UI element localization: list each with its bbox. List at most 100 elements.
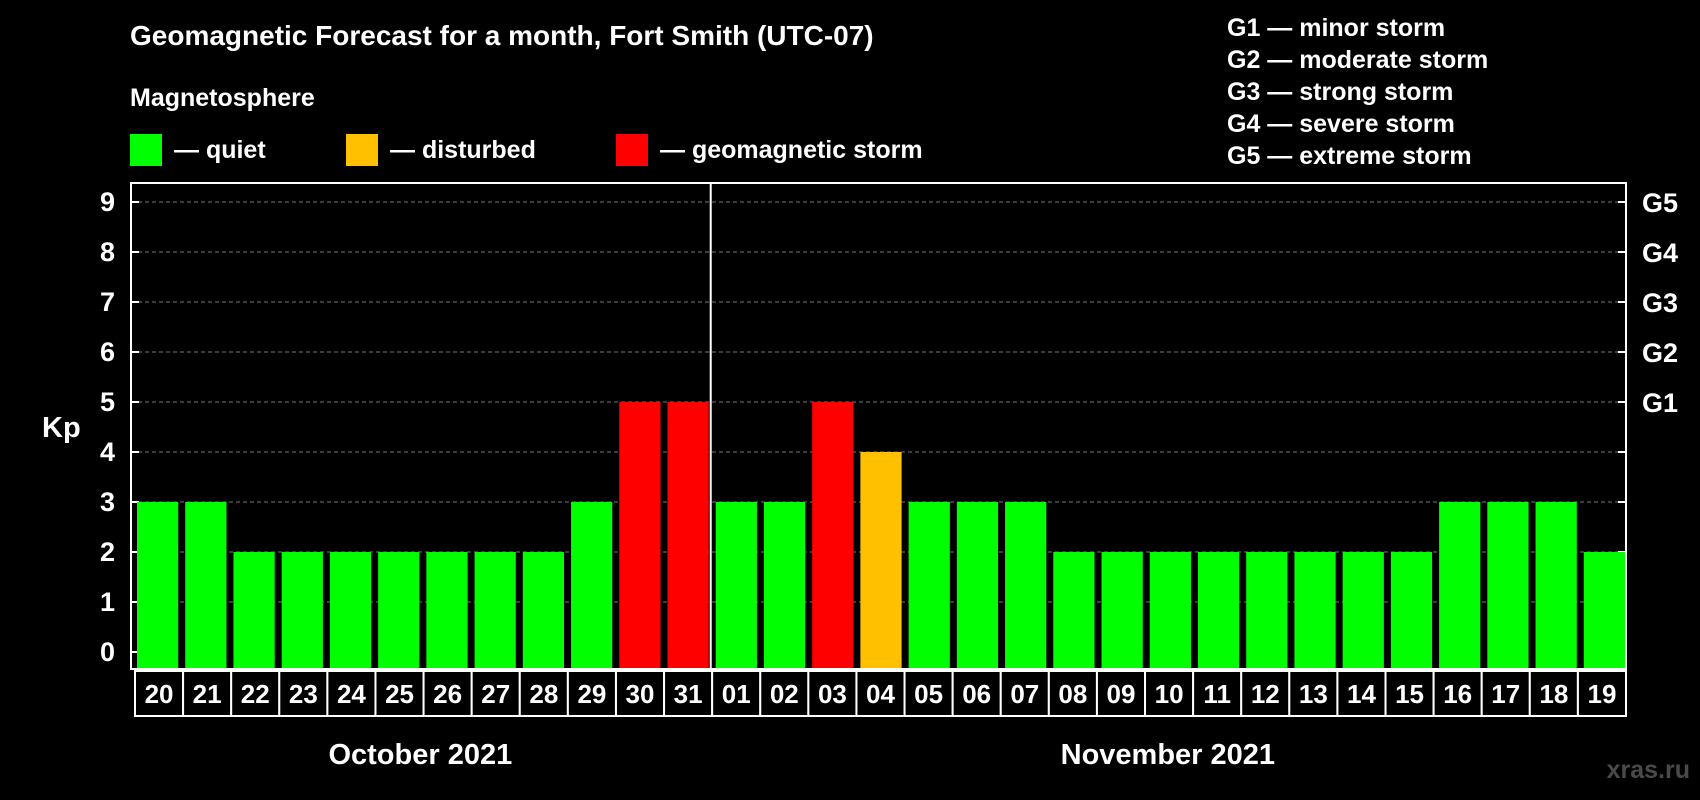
bar-04 [860, 452, 902, 668]
day-label-29: 29 [577, 679, 606, 709]
day-label-08: 08 [1058, 679, 1087, 709]
chart-subtitle: Magnetosphere [130, 84, 315, 112]
bar-18 [1535, 502, 1577, 668]
day-cell-04 [855, 670, 906, 717]
plot-frame [130, 182, 1627, 670]
bar-10 [1149, 552, 1191, 668]
bar-05 [908, 502, 950, 668]
bar-14 [1342, 552, 1384, 668]
day-label-18: 18 [1539, 679, 1568, 709]
month-label: October 2021 [328, 739, 512, 771]
day-cell-11 [1192, 670, 1243, 717]
y-tick-label: 7 [100, 287, 115, 317]
day-cell-10 [1144, 670, 1195, 717]
legend-label-storm: — geomagnetic storm [660, 135, 923, 164]
day-cell-17 [1480, 670, 1531, 717]
day-label-05: 05 [914, 679, 943, 709]
day-label-26: 26 [433, 679, 462, 709]
legend-swatch-quiet [130, 134, 162, 166]
watermark: xras.ru [1606, 756, 1690, 784]
day-label-01: 01 [722, 679, 751, 709]
day-label-31: 31 [674, 679, 703, 709]
day-label-07: 07 [1010, 679, 1039, 709]
day-label-14: 14 [1347, 679, 1376, 709]
day-label-11: 11 [1203, 679, 1231, 709]
bar-30 [619, 402, 661, 668]
day-label-15: 15 [1395, 679, 1424, 709]
legend-disturbed: — disturbed [346, 134, 536, 166]
bar-25 [378, 552, 420, 668]
day-label-13: 13 [1299, 679, 1328, 709]
bar-23 [281, 552, 323, 668]
storm-scale-g2: G2 — moderate storm [1227, 46, 1489, 74]
y-tick-label: 6 [100, 337, 115, 367]
day-label-17: 17 [1491, 679, 1520, 709]
day-label-19: 19 [1587, 679, 1616, 709]
bar-16 [1439, 502, 1481, 668]
y-tick-label: 4 [100, 437, 115, 467]
day-cell-21 [182, 670, 233, 717]
y-tick-label: 3 [100, 487, 115, 517]
bar-29 [571, 502, 613, 668]
y-tick-label: 9 [100, 187, 115, 217]
legend-quiet: — quiet [130, 134, 266, 166]
y-axis-label: Kp [42, 412, 81, 444]
day-label-23: 23 [289, 679, 318, 709]
bar-06 [956, 502, 999, 668]
bar-24 [329, 552, 372, 668]
bar-15 [1390, 552, 1433, 668]
storm-scale-g5: G5 — extreme storm [1227, 142, 1472, 170]
y-tick-label: 0 [100, 637, 115, 667]
right-axis-label-g4: G4 [1642, 238, 1678, 268]
legend-storm: — geomagnetic storm [616, 134, 923, 166]
day-label-06: 06 [962, 679, 991, 709]
y-tick-label: 1 [100, 587, 115, 617]
day-cell-24 [326, 670, 377, 717]
day-label-30: 30 [626, 679, 655, 709]
day-label-24: 24 [337, 679, 366, 709]
day-label-22: 22 [241, 679, 270, 709]
bar-21 [185, 502, 227, 668]
day-label-21: 21 [193, 679, 222, 709]
bar-19 [1583, 552, 1625, 668]
storm-scale-g4: G4 — severe storm [1227, 110, 1455, 138]
bar-08 [1053, 552, 1095, 668]
day-cell-01 [711, 670, 762, 717]
bar-31 [667, 402, 709, 668]
day-label-10: 10 [1155, 679, 1184, 709]
day-label-04: 04 [866, 679, 895, 709]
day-cell-22 [230, 670, 281, 717]
right-axis-label-g3: G3 [1642, 288, 1678, 318]
bar-17 [1487, 502, 1529, 668]
bar-03 [812, 402, 854, 668]
day-cell-05 [903, 670, 954, 717]
bar-07 [1005, 502, 1047, 668]
bar-27 [474, 552, 516, 668]
day-cell-29 [566, 670, 617, 717]
bar-22 [233, 552, 275, 668]
right-axis-label-g2: G2 [1642, 338, 1678, 368]
day-label-02: 02 [770, 679, 799, 709]
bar-13 [1294, 552, 1336, 668]
y-tick-label: 2 [100, 537, 115, 567]
legend-label-disturbed: — disturbed [390, 135, 536, 164]
day-label-12: 12 [1251, 679, 1280, 709]
legend-label-quiet: — quiet [174, 135, 266, 164]
legend-swatch-storm [616, 134, 648, 166]
day-cell-13 [1288, 670, 1339, 717]
day-cell-27 [470, 670, 521, 717]
right-axis-label-g5: G5 [1642, 188, 1678, 218]
day-cell-03 [807, 670, 858, 717]
bar-11 [1197, 552, 1240, 668]
day-cell-25 [374, 670, 425, 717]
day-label-16: 16 [1443, 679, 1472, 709]
bar-20 [137, 502, 179, 668]
day-label-28: 28 [529, 679, 558, 709]
storm-scale-g3: G3 — strong storm [1227, 78, 1454, 106]
day-cell-19 [1576, 670, 1627, 717]
bar-09 [1101, 552, 1143, 668]
storm-scale-g1: G1 — minor storm [1227, 14, 1446, 42]
day-label-20: 20 [145, 679, 174, 709]
storm-scale-legend: G1 — minor storm G2 — moderate storm G3 … [1227, 12, 1488, 172]
day-label-03: 03 [818, 679, 847, 709]
